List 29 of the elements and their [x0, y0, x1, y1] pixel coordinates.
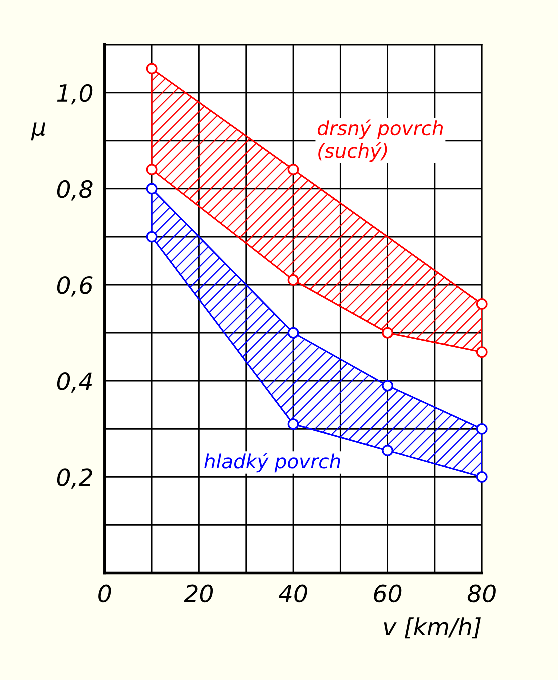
point	[288, 164, 300, 176]
y-tick-label: 0,6	[57, 276, 93, 297]
point	[382, 380, 394, 392]
y-tick-label: 0,2	[57, 468, 92, 489]
y-tick-label: 0,8	[57, 180, 93, 201]
text: hladký povrch	[204, 452, 340, 473]
series-label: drsný povrch (suchý)	[318, 120, 443, 162]
point	[476, 471, 488, 483]
x-axis-title: v [km/h]	[384, 618, 481, 639]
y-axis-title: μ	[31, 122, 46, 141]
point	[146, 183, 158, 195]
point	[476, 423, 488, 435]
point	[146, 63, 158, 75]
x-tick-label: 60	[374, 584, 402, 603]
point	[382, 327, 394, 339]
x-tick-label: 80	[468, 584, 496, 603]
point	[476, 346, 488, 358]
point	[288, 327, 300, 339]
x-tick-label: 20	[184, 584, 214, 603]
point	[146, 231, 158, 243]
y-tick-label: 0,4	[57, 372, 92, 393]
y-tick-label: 1,0	[57, 84, 93, 105]
point	[288, 418, 300, 430]
x-tick-label: 0	[98, 584, 112, 603]
point	[382, 445, 394, 456]
x-tick-label: 40	[278, 584, 308, 603]
point	[288, 274, 300, 286]
point	[476, 298, 488, 310]
point	[146, 164, 158, 176]
